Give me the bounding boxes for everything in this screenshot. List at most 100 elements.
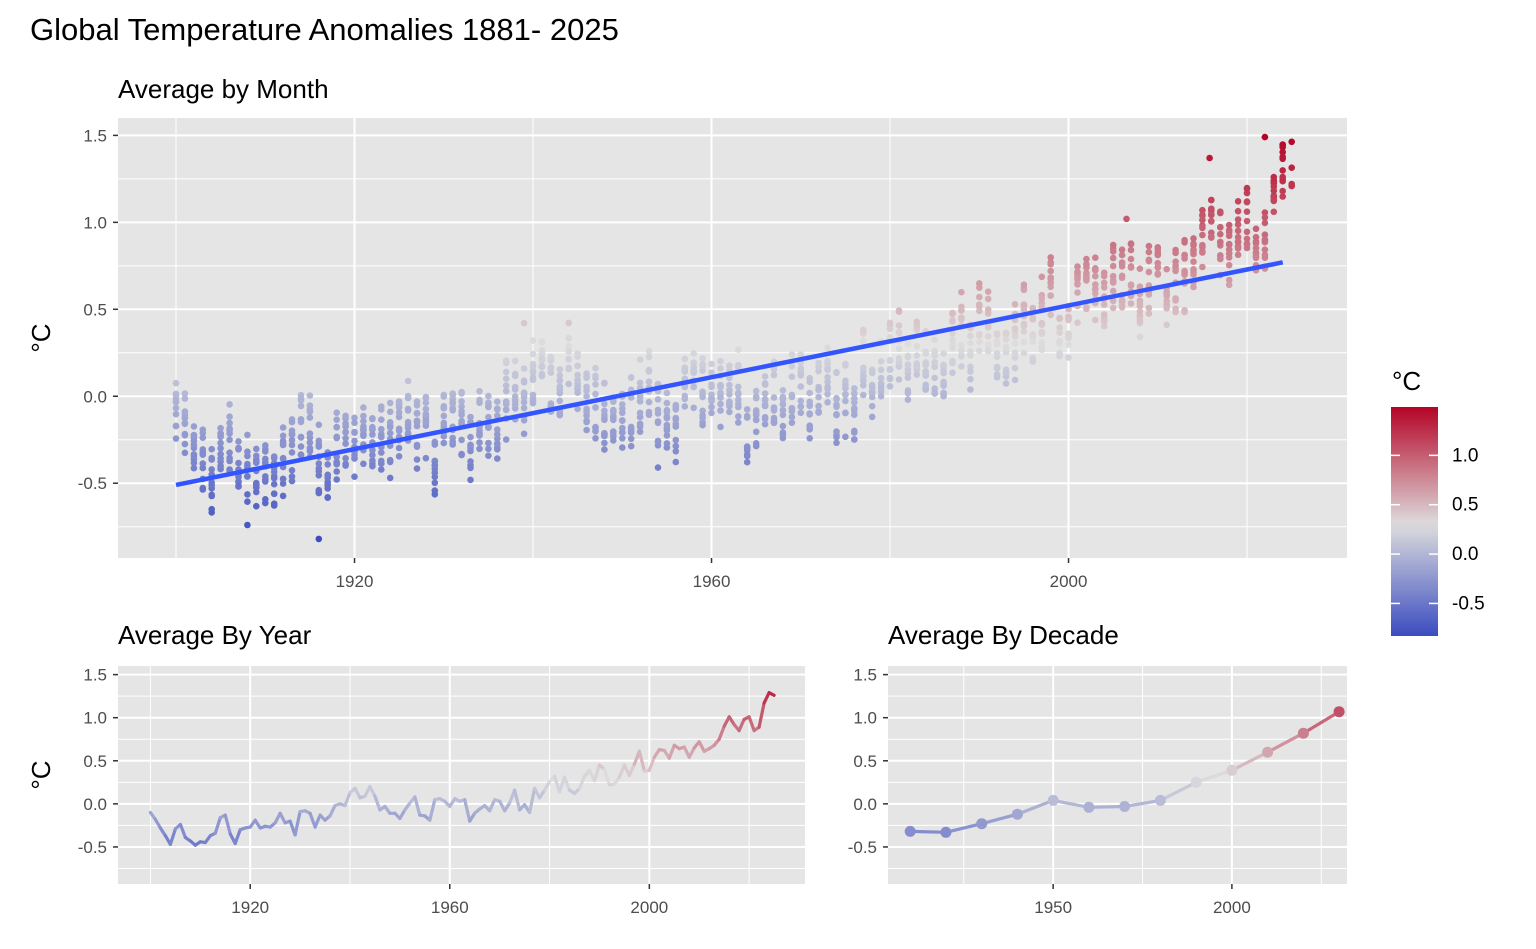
decade-line-segment xyxy=(1195,768,1233,784)
monthly-point xyxy=(404,424,412,432)
monthly-point xyxy=(752,394,760,402)
yearly-line-segment xyxy=(168,827,177,847)
monthly-point xyxy=(342,420,349,427)
monthly-point xyxy=(1208,218,1215,225)
monthly-point xyxy=(1190,283,1197,291)
decade-series-line xyxy=(910,710,1340,834)
monthly-point xyxy=(270,490,278,498)
monthly-point xyxy=(913,352,921,360)
decade-y-tick-label: 1.0 xyxy=(853,709,877,728)
monthly-point xyxy=(1181,255,1188,262)
monthly-point xyxy=(1225,240,1233,248)
monthly-point xyxy=(797,403,805,410)
monthly-point xyxy=(1127,246,1135,254)
monthly-point xyxy=(208,509,215,516)
legend-tick-label: 1.0 xyxy=(1452,445,1478,466)
monthly-point xyxy=(565,319,572,327)
monthly-point xyxy=(743,458,751,466)
monthly-point xyxy=(967,386,974,393)
monthly-point xyxy=(583,373,590,380)
monthly-point xyxy=(663,399,671,407)
monthly-point xyxy=(378,416,385,424)
monthly-point xyxy=(324,461,332,468)
monthly-point xyxy=(1100,272,1108,280)
legend-ticks: 1.0 0.5 0.0 -0.5 xyxy=(1391,445,1485,614)
monthly-point xyxy=(494,426,501,433)
monthly-point xyxy=(967,375,974,383)
monthly-point xyxy=(1038,338,1046,346)
monthly-point xyxy=(833,369,840,377)
monthly-point xyxy=(1109,248,1117,255)
monthly-point xyxy=(940,378,947,386)
yearly-line-segment xyxy=(757,701,766,729)
monthly-point xyxy=(833,411,840,419)
monthly-point xyxy=(1127,264,1135,271)
monthly-point xyxy=(654,406,662,414)
monthly-point xyxy=(958,288,965,296)
monthly-point xyxy=(770,419,778,427)
yearly-line-segment xyxy=(373,794,382,812)
monthly-point xyxy=(1279,153,1286,161)
yearly-line-segment xyxy=(762,691,771,705)
monthly-point xyxy=(1225,250,1233,257)
monthly-point xyxy=(1011,340,1019,347)
monthly-point xyxy=(717,423,724,431)
monthly-point xyxy=(690,404,697,412)
monthly-point xyxy=(690,383,697,391)
monthly-point xyxy=(262,442,269,449)
monthly-point xyxy=(824,366,831,374)
monthly-point xyxy=(815,359,822,367)
monthly-point xyxy=(797,351,805,359)
monthly-point xyxy=(244,448,251,456)
monthly-point xyxy=(217,455,224,462)
decade-line-segment xyxy=(1124,798,1161,809)
monthly-point xyxy=(645,411,653,419)
yearly-panel: Average By Year -0.5 0.0 0.5 1.0 1.5 1920 1960… xyxy=(26,620,805,917)
monthly-point xyxy=(369,431,376,438)
monthly-point xyxy=(342,435,349,442)
monthly-point xyxy=(1047,260,1054,268)
monthly-point xyxy=(1145,242,1153,250)
monthly-point xyxy=(663,427,671,434)
monthly-point xyxy=(538,347,546,354)
monthly-point xyxy=(788,419,796,427)
yearly-line-segment xyxy=(717,724,726,741)
monthly-point xyxy=(806,410,813,417)
yearly-y-tick-label: 1.5 xyxy=(83,666,107,685)
monthly-point xyxy=(422,454,430,462)
monthly-point xyxy=(1056,324,1063,332)
monthly-point xyxy=(458,411,465,419)
monthly-point xyxy=(422,399,430,407)
monthly-point xyxy=(904,374,912,382)
monthly-point xyxy=(529,391,537,399)
monthly-point xyxy=(1199,263,1206,271)
monthly-point xyxy=(1127,240,1135,248)
monthly-point xyxy=(226,401,233,408)
monthly-point xyxy=(467,441,474,449)
monthly-point xyxy=(467,476,474,484)
monthly-point xyxy=(342,462,349,469)
monthly-point xyxy=(449,407,457,414)
monthly-point xyxy=(717,383,724,391)
monthly-point xyxy=(1243,185,1251,193)
monthly-point xyxy=(1252,249,1260,256)
monthly-point xyxy=(1056,349,1063,357)
monthly-point xyxy=(904,389,912,397)
monthly-point xyxy=(502,398,510,405)
monthly-point xyxy=(1279,143,1286,151)
monthly-point xyxy=(1083,260,1090,268)
monthly-point xyxy=(1065,333,1072,341)
monthly-point xyxy=(181,390,189,397)
monthly-point xyxy=(1217,224,1224,231)
yearly-line-segment xyxy=(328,803,337,818)
monthly-point xyxy=(431,461,439,469)
monthly-point xyxy=(270,500,278,508)
monthly-point xyxy=(494,440,501,448)
monthly-point xyxy=(1261,246,1269,253)
monthly-point xyxy=(226,430,233,437)
monthly-point xyxy=(601,380,608,387)
monthly-point xyxy=(351,419,358,427)
yearly-chart-title: Average By Year xyxy=(118,620,312,650)
monthly-point xyxy=(520,430,528,438)
monthly-point xyxy=(1217,209,1224,217)
